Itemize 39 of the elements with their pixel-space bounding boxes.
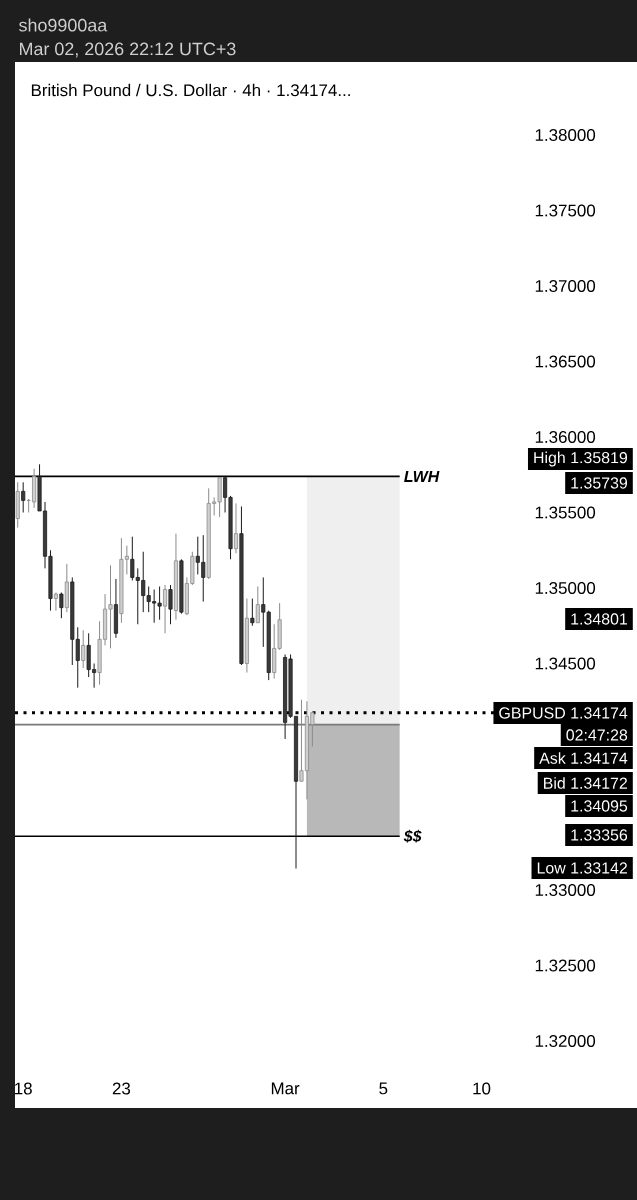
text: Mar 02, 2026 22:12 UTC+3: [19, 42, 236, 58]
ref-line-label: $$: [403, 829, 422, 843]
candlestick: [163, 584, 168, 634]
y-tick-label: 1.33000: [535, 884, 596, 896]
x-tick-label: 5: [379, 1082, 388, 1095]
x-tick-label: Mar: [271, 1082, 300, 1095]
x-tick-label: 18: [15, 1082, 32, 1095]
y-tick-label: 1.32000: [535, 1035, 596, 1047]
ref-line-label: LWH: [404, 470, 440, 482]
candlestick: [250, 598, 255, 627]
chart-title: British Pound / U.S. Dollar · 4h · 1.34174...: [31, 83, 350, 97]
y-tick-label: 1.34500: [535, 657, 596, 670]
text: sho9900aa: [19, 18, 108, 32]
text: Ask 1.34174: [539, 752, 628, 764]
text: Bid 1.34172: [544, 777, 627, 789]
y-tick-label: 1.32500: [535, 959, 596, 972]
y-tick-label: 1.35000: [535, 582, 596, 594]
candlestick: [168, 584, 173, 625]
y-tick-label: 1.35500: [535, 506, 596, 519]
candlestick: [255, 585, 260, 624]
text: 02:47:28: [566, 729, 628, 741]
candlestick: [21, 481, 26, 513]
text: 1.34095: [571, 800, 628, 812]
text: High 1.35819: [534, 451, 628, 467]
candlestick: [81, 629, 86, 669]
candlestick: [59, 592, 64, 619]
y-tick-label: 1.38000: [535, 128, 596, 141]
x-tick-label: 23: [112, 1082, 131, 1095]
annotation: GBPUSD 1.34174: [499, 707, 628, 719]
y-tick-label: 1.36000: [535, 431, 596, 443]
text: Low 1.33142: [537, 862, 627, 874]
y-tick-label: 1.37500: [535, 204, 596, 217]
candlestick: [233, 502, 239, 554]
text: 1.33356: [571, 829, 628, 841]
x-tick-label: 10: [473, 1082, 491, 1095]
text: 1.34801: [571, 613, 628, 625]
y-tick-label: 1.36500: [535, 355, 596, 368]
y-tick-label: 1.37000: [535, 279, 596, 292]
text: 1.35739: [571, 477, 628, 489]
